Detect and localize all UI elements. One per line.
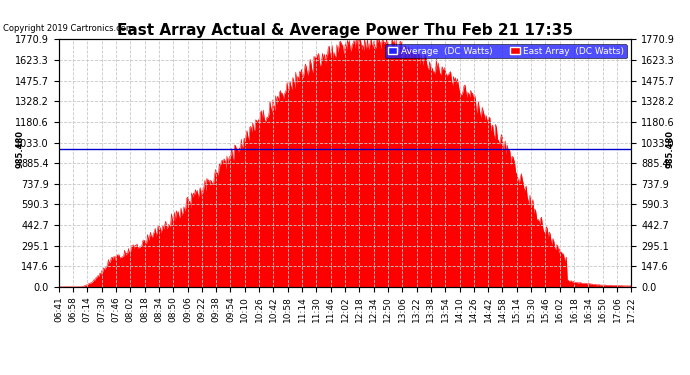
Text: 985.480: 985.480 xyxy=(15,130,24,168)
Text: Copyright 2019 Cartronics.com: Copyright 2019 Cartronics.com xyxy=(3,24,135,33)
Title: East Array Actual & Average Power Thu Feb 21 17:35: East Array Actual & Average Power Thu Fe… xyxy=(117,23,573,38)
Legend: Average  (DC Watts), East Array  (DC Watts): Average (DC Watts), East Array (DC Watts… xyxy=(386,44,627,58)
Text: 985.480: 985.480 xyxy=(666,130,675,168)
